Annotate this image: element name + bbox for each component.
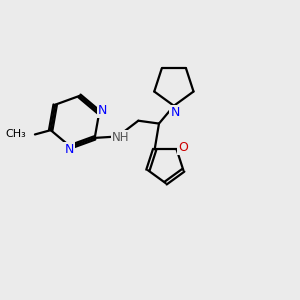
Text: O: O (178, 141, 188, 154)
Text: N: N (64, 143, 74, 156)
Text: NH: NH (112, 130, 130, 144)
Text: CH₃: CH₃ (5, 129, 26, 139)
Text: N: N (170, 106, 180, 118)
Text: N: N (98, 104, 107, 117)
